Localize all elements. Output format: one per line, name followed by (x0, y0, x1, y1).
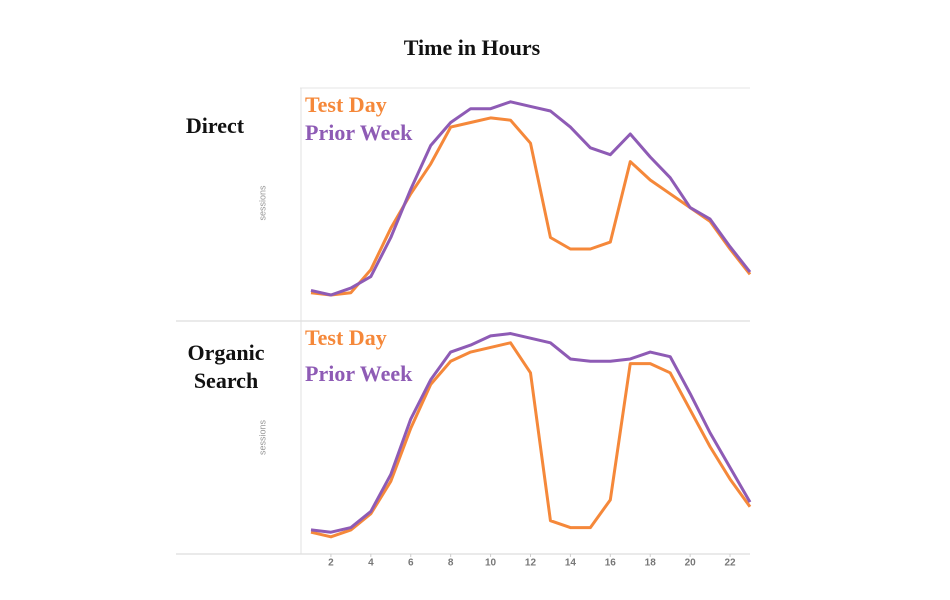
series-line (310, 116, 752, 297)
legend-label: Test Day (305, 92, 387, 117)
panel-label: Organic Search (187, 340, 265, 393)
x-tick-label: 20 (685, 558, 697, 569)
x-tick-label: 22 (724, 558, 736, 569)
x-tick-label: 14 (565, 558, 577, 569)
x-tick-label: 8 (448, 558, 454, 569)
x-tick-label: 4 (368, 558, 374, 569)
x-tick-label: 18 (645, 558, 657, 569)
y-axis-label: sessions (257, 419, 267, 455)
series-line (310, 341, 752, 539)
x-tick-label: 12 (525, 558, 537, 569)
legend-label: Prior Week (305, 120, 413, 145)
x-tick-label: 16 (605, 558, 617, 569)
x-tick-label: 6 (408, 558, 414, 569)
y-axis-label: sessions (257, 185, 267, 221)
x-tick-label: 2 (328, 558, 334, 569)
chart-title: Time in Hours (404, 35, 541, 60)
panel-label: Direct (185, 113, 245, 138)
series-line (310, 100, 752, 297)
x-tick-label: 10 (485, 558, 497, 569)
legend-label: Test Day (305, 325, 387, 350)
series-line (310, 332, 752, 534)
legend-label: Prior Week (305, 361, 413, 386)
